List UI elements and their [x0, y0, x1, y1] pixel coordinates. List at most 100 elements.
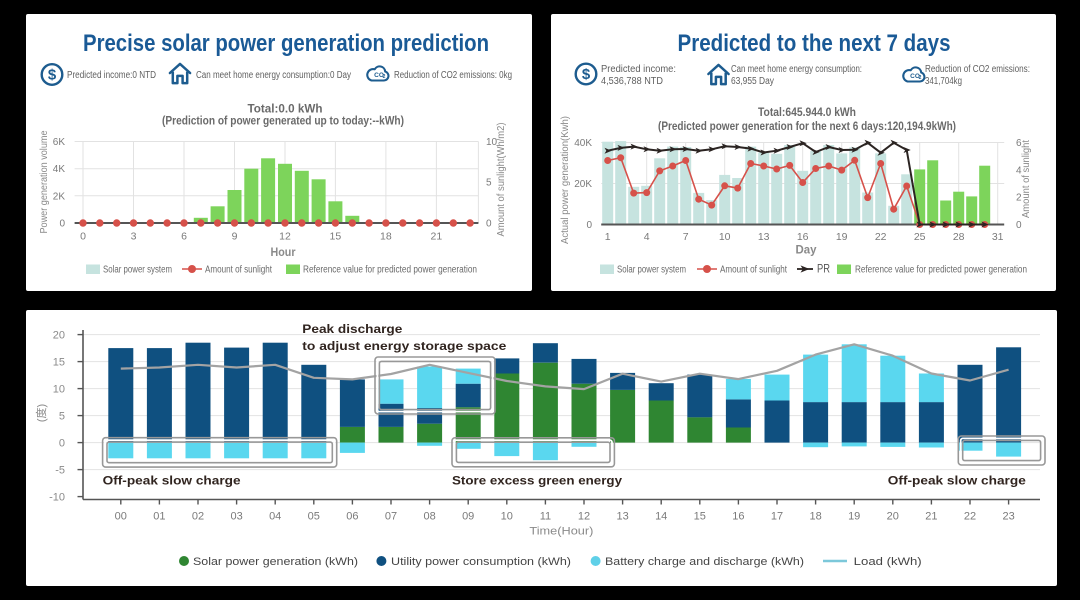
svg-text:-5: -5 [55, 464, 65, 476]
svg-text:Hour: Hour [271, 247, 296, 259]
svg-text:0: 0 [80, 231, 86, 243]
svg-text:Can meet home energy consumpti: Can meet home energy consumption: [731, 64, 862, 75]
svg-text:16: 16 [732, 511, 744, 523]
svg-text:23: 23 [1002, 511, 1014, 523]
svg-text:Time(Hour): Time(Hour) [529, 526, 593, 538]
svg-text:20: 20 [53, 329, 65, 341]
svg-text:4: 4 [644, 231, 650, 243]
svg-text:Amount of sunlight(Wh/m2): Amount of sunlight(Wh/m2) [495, 123, 507, 237]
svg-text:6: 6 [1016, 138, 1022, 149]
svg-text:21: 21 [925, 511, 937, 523]
svg-text:04: 04 [269, 511, 281, 523]
svg-text:4,536,788 NTD: 4,536,788 NTD [601, 76, 663, 87]
svg-text:Reduction of CO2 emissions:: Reduction of CO2 emissions: [925, 64, 1030, 75]
svg-text:0: 0 [1016, 220, 1022, 231]
svg-text:341,704kg: 341,704kg [925, 76, 962, 87]
svg-text:20K: 20K [574, 179, 592, 190]
svg-text:Predicted to the next 7 days: Predicted to the next 7 days [678, 30, 951, 57]
svg-text:13: 13 [616, 511, 628, 523]
svg-text:63,955 Day: 63,955 Day [731, 76, 774, 87]
svg-text:Power generation volume: Power generation volume [38, 130, 50, 233]
svg-text:28: 28 [953, 231, 965, 243]
svg-text:(Prediction of power generated: (Prediction of power generated up to tod… [162, 116, 404, 128]
svg-text:19: 19 [848, 511, 860, 523]
svg-text:2: 2 [383, 74, 386, 80]
svg-text:Actual power generation(Kwh): Actual power generation(Kwh) [559, 116, 571, 244]
svg-text:Precise solar power generation: Precise solar power generation predictio… [83, 30, 489, 57]
svg-text:21: 21 [431, 231, 443, 243]
svg-text:(度): (度) [34, 404, 48, 422]
svg-text:Total:645.944.0 kWh: Total:645.944.0 kWh [758, 107, 856, 119]
svg-text:31: 31 [992, 231, 1004, 243]
svg-text:Off-peak slow charge: Off-peak slow charge [888, 473, 1026, 487]
svg-text:07: 07 [385, 511, 397, 523]
svg-text:11: 11 [540, 511, 551, 523]
svg-text:to adjust energy storage space: to adjust energy storage space [302, 339, 506, 353]
svg-text:02: 02 [192, 511, 204, 523]
svg-text:0: 0 [59, 219, 65, 230]
svg-text:25: 25 [914, 231, 926, 243]
svg-text:Reference value for predicted: Reference value for predicted power gene… [855, 265, 1027, 276]
svg-text:40K: 40K [574, 138, 592, 149]
svg-text:20: 20 [887, 511, 899, 523]
svg-text:0: 0 [486, 219, 492, 230]
svg-text:Solar power system: Solar power system [103, 265, 172, 276]
svg-text:Solar power system: Solar power system [617, 265, 686, 276]
svg-text:PR: PR [817, 264, 830, 276]
svg-text:16: 16 [797, 231, 809, 243]
svg-text:9: 9 [232, 231, 238, 243]
svg-text:Off-peak slow charge: Off-peak slow charge [103, 473, 241, 487]
svg-text:5: 5 [59, 410, 65, 422]
svg-text:19: 19 [836, 231, 848, 243]
svg-text:2: 2 [1016, 193, 1022, 204]
svg-text:Amount of sunlight: Amount of sunlight [1020, 140, 1032, 218]
svg-text:(Predicted power generation fo: (Predicted power generation for the next… [658, 121, 956, 133]
svg-text:10: 10 [719, 231, 731, 243]
svg-text:05: 05 [308, 511, 320, 523]
svg-text:Utility power consumption (kWh: Utility power consumption (kWh) [391, 556, 571, 568]
svg-text:$: $ [48, 67, 57, 84]
svg-text:CO: CO [374, 72, 384, 79]
svg-text:17: 17 [771, 511, 783, 523]
svg-text:CO: CO [910, 73, 920, 80]
svg-text:06: 06 [346, 511, 358, 523]
svg-text:7: 7 [683, 231, 689, 243]
svg-text:2K: 2K [53, 191, 66, 202]
svg-text:10: 10 [53, 383, 65, 395]
svg-text:Total:0.0 kWh: Total:0.0 kWh [248, 104, 323, 116]
svg-text:18: 18 [380, 231, 392, 243]
svg-text:Reference value for predicted: Reference value for predicted power gene… [303, 265, 477, 276]
svg-text:Battery charge and discharge (: Battery charge and discharge (kWh) [605, 556, 804, 568]
svg-text:Peak discharge: Peak discharge [302, 322, 402, 336]
svg-text:18: 18 [809, 511, 821, 523]
svg-text:Store excess green energy: Store excess green energy [452, 473, 622, 487]
svg-text:Solar power generation (kWh): Solar power generation (kWh) [193, 556, 358, 568]
svg-text:15: 15 [694, 511, 706, 523]
svg-text:00: 00 [115, 511, 127, 523]
svg-text:10: 10 [501, 511, 513, 523]
svg-text:Amount of sunlight: Amount of sunlight [205, 265, 272, 276]
svg-text:09: 09 [462, 511, 474, 523]
svg-text:6K: 6K [53, 137, 66, 148]
svg-text:0: 0 [586, 220, 592, 231]
svg-text:10: 10 [486, 137, 498, 148]
svg-text:5: 5 [486, 178, 492, 189]
svg-text:15: 15 [330, 231, 342, 243]
svg-text:$: $ [582, 66, 591, 83]
svg-text:Amount of sunlight: Amount of sunlight [720, 265, 787, 276]
svg-text:Day: Day [796, 245, 818, 257]
svg-text:Predicted income:0 NTD: Predicted income:0 NTD [67, 70, 156, 81]
svg-text:1: 1 [605, 231, 611, 243]
svg-text:-10: -10 [49, 491, 65, 503]
svg-text:12: 12 [279, 231, 291, 243]
svg-text:22: 22 [875, 231, 887, 243]
svg-text:Reduction of CO2 emissions: 0k: Reduction of CO2 emissions: 0kg [394, 70, 512, 81]
svg-text:4: 4 [1016, 165, 1022, 176]
svg-text:12: 12 [578, 511, 590, 523]
svg-text:6: 6 [181, 231, 187, 243]
svg-text:2: 2 [919, 75, 922, 81]
svg-text:3: 3 [131, 231, 137, 243]
svg-text:14: 14 [655, 511, 667, 523]
svg-text:Can meet home energy consumpti: Can meet home energy consumption:0 Day [196, 70, 351, 81]
svg-text:15: 15 [53, 356, 65, 368]
